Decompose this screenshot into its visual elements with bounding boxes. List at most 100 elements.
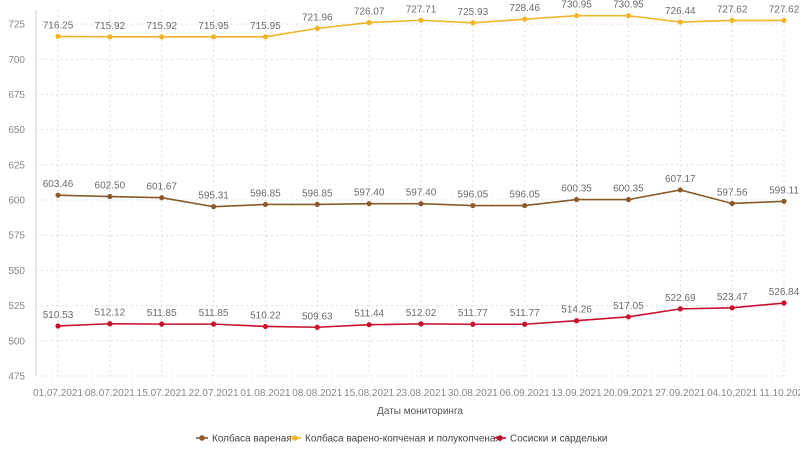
y-tick-label: 600 xyxy=(8,196,25,207)
legend-item: Колбаса варено-копченая и полукопченая xyxy=(289,433,501,445)
data-label: 600.35 xyxy=(561,184,592,195)
data-point xyxy=(159,322,164,327)
x-tick-label: 11.10.2021 xyxy=(759,388,800,399)
x-tick-label: 23.08.2021 xyxy=(396,388,446,399)
x-tick-label: 08.08.2021 xyxy=(292,388,342,399)
data-label: 730.95 xyxy=(561,0,592,11)
data-point xyxy=(626,13,631,18)
data-label: 511.85 xyxy=(147,308,177,319)
x-tick-label: 20.09.2021 xyxy=(603,388,653,399)
data-point xyxy=(470,203,475,208)
x-axis: 01.07.2021 08.07.2021 15.07.2021 22.07.2021… xyxy=(33,388,800,399)
data-label: 600.35 xyxy=(613,184,644,195)
data-label: 512.02 xyxy=(406,308,437,319)
data-label: 511.77 xyxy=(458,308,488,319)
series-2: 510.53 512.12 511.85 511.85 510.22 509.63 511.… xyxy=(43,287,800,330)
data-label: 716.25 xyxy=(43,20,74,31)
x-axis-title: Даты мониторинга xyxy=(377,406,463,417)
y-tick-label: 525 xyxy=(8,301,25,312)
data-point xyxy=(315,26,320,31)
data-point xyxy=(159,195,164,200)
data-point xyxy=(211,322,216,327)
data-label: 728.46 xyxy=(509,3,540,14)
data-label: 596.85 xyxy=(250,188,281,199)
y-tick-label: 650 xyxy=(8,125,25,136)
data-point xyxy=(55,193,60,198)
data-label: 595.31 xyxy=(198,191,229,202)
data-point xyxy=(626,197,631,202)
x-tick-label: 01.08.2021 xyxy=(240,388,290,399)
data-point xyxy=(678,306,683,311)
data-point xyxy=(678,187,683,192)
x-tick-label: 22.07.2021 xyxy=(189,388,239,399)
legend-item: Колбаса вареная xyxy=(196,433,292,445)
data-label: 511.77 xyxy=(510,308,540,319)
data-label: 517.05 xyxy=(613,301,644,312)
data-point xyxy=(367,322,372,327)
series-1: 716.25 715.92 715.92 715.95 715.95 721.96 726.… xyxy=(43,0,800,39)
data-point xyxy=(730,201,735,206)
data-label: 726.07 xyxy=(354,7,385,18)
data-point xyxy=(211,34,216,39)
data-point xyxy=(263,202,268,207)
y-tick-label: 550 xyxy=(8,266,25,277)
data-point xyxy=(55,323,60,328)
x-tick-label: 08.07.2021 xyxy=(85,388,135,399)
data-label: 715.95 xyxy=(250,21,281,32)
data-label: 596.85 xyxy=(302,188,333,199)
data-label: 510.53 xyxy=(43,310,74,321)
data-point xyxy=(678,19,683,24)
data-label: 602.50 xyxy=(95,181,126,192)
data-label: 510.22 xyxy=(250,310,281,321)
data-label: 596.05 xyxy=(509,190,540,201)
data-label: 730.95 xyxy=(613,0,644,11)
data-point xyxy=(263,34,268,39)
data-label: 526.84 xyxy=(769,287,800,298)
legend-swatch-dot xyxy=(497,435,503,441)
data-label: 725.93 xyxy=(458,7,489,18)
data-label: 721.96 xyxy=(302,12,333,23)
data-label: 715.92 xyxy=(95,21,126,32)
x-tick-label: 13.09.2021 xyxy=(552,388,602,399)
data-label: 514.26 xyxy=(561,305,592,316)
x-tick-label: 15.07.2021 xyxy=(137,388,187,399)
data-point xyxy=(522,203,527,208)
legend-item: Сосиски и сардельки xyxy=(494,434,607,445)
data-point xyxy=(574,197,579,202)
data-label: 597.40 xyxy=(406,188,437,199)
data-point xyxy=(574,13,579,18)
x-tick-label: 01.07.2021 xyxy=(33,388,83,399)
data-label: 597.40 xyxy=(354,188,385,199)
data-label: 511.85 xyxy=(199,308,229,319)
data-label: 522.69 xyxy=(665,293,696,304)
data-label: 512.12 xyxy=(95,308,126,319)
data-label: 596.05 xyxy=(458,190,489,201)
data-point xyxy=(263,324,268,329)
data-point xyxy=(107,321,112,326)
data-point xyxy=(418,18,423,23)
legend-label: Колбаса вареная xyxy=(212,433,292,445)
data-point xyxy=(107,194,112,199)
y-tick-label: 575 xyxy=(8,231,25,242)
y-tick-label: 675 xyxy=(8,90,25,101)
data-point xyxy=(730,18,735,23)
legend-label: Колбаса варено-копченая и полукопченая xyxy=(305,433,501,445)
x-tick-label: 15.08.2021 xyxy=(344,388,394,399)
data-point xyxy=(626,314,631,319)
data-point xyxy=(470,322,475,327)
data-point xyxy=(107,34,112,39)
y-axis: 475500525550575600625650675700725 xyxy=(8,10,36,383)
data-point xyxy=(211,204,216,209)
legend-swatch-dot xyxy=(292,435,298,441)
data-label: 599.11 xyxy=(769,185,799,196)
series-0: 603.46 602.50 601.67595.31 596.85 596.85 597.… xyxy=(43,174,800,209)
data-point xyxy=(418,201,423,206)
data-label: 727.62 xyxy=(717,4,748,15)
data-label: 607.17 xyxy=(665,174,696,185)
data-label: 597.56 xyxy=(717,187,748,198)
data-point xyxy=(522,322,527,327)
data-point xyxy=(781,18,786,23)
y-tick-label: 725 xyxy=(8,20,25,31)
data-point xyxy=(781,300,786,305)
